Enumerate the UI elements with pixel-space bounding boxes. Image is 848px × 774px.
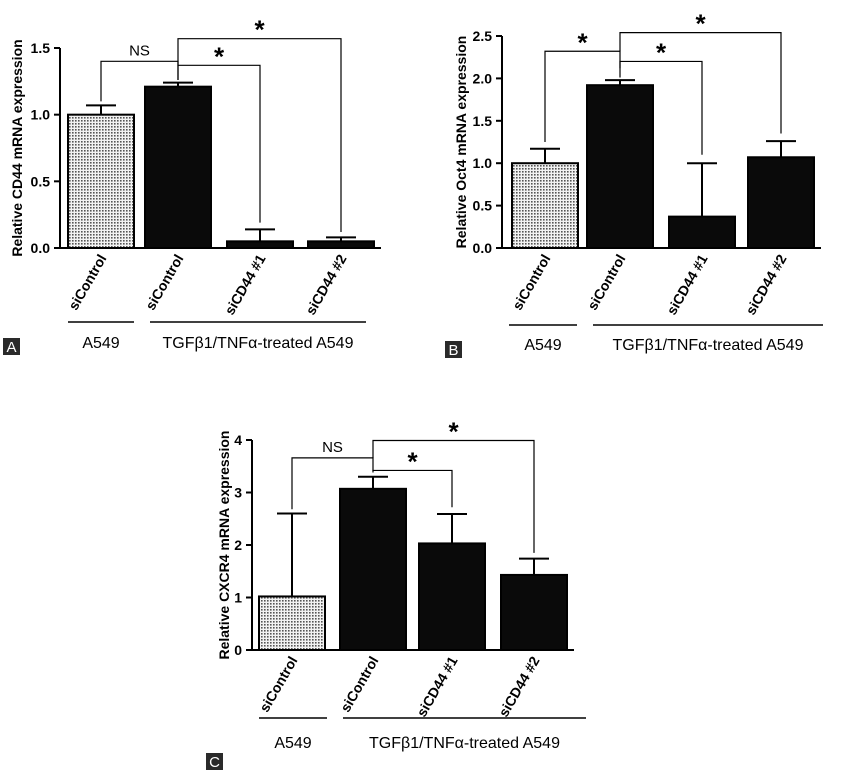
bar [586, 84, 654, 249]
y-tick-label: 1.5 [31, 40, 51, 56]
significance-label: * [577, 27, 588, 57]
significance-label: * [407, 446, 418, 476]
y-tick-label: 0.5 [31, 173, 51, 189]
significance-bracket [177, 38, 342, 232]
panel-label-box [3, 338, 20, 355]
x-tick-label: siCD44 #1 [663, 251, 710, 317]
bar [418, 542, 486, 651]
panel-label: B [448, 342, 458, 359]
y-tick-label: 1 [234, 590, 242, 606]
y-tick-label: 1.0 [31, 107, 51, 123]
group-label: A549 [274, 735, 311, 752]
bar [67, 113, 135, 249]
y-tick-label: 4 [234, 432, 242, 448]
y-tick-label: 0.5 [473, 198, 493, 214]
group-label: TGFβ1/TNFα-treated A549 [163, 335, 354, 352]
y-axis-title: Relative CXCR4 mRNA expression [216, 430, 232, 659]
bar [668, 215, 736, 249]
panel-label-box [445, 341, 462, 358]
bar [226, 240, 294, 249]
x-tick-label: siControl [142, 252, 187, 313]
y-tick-label: 2.0 [473, 70, 493, 86]
bar [747, 156, 815, 250]
significance-bracket [372, 439, 535, 553]
y-tick-label: 2.5 [473, 28, 493, 44]
significance-bracket [619, 60, 703, 155]
panel-label: A [6, 339, 16, 356]
bar [307, 240, 375, 249]
y-tick-label: 2 [234, 537, 242, 553]
group-label: TGFβ1/TNFα-treated A549 [613, 337, 804, 354]
x-tick-label: siControl [256, 654, 301, 715]
bar [258, 595, 326, 652]
group-label: A549 [82, 335, 119, 352]
significance-bracket [177, 64, 261, 223]
x-tick-label: siControl [65, 252, 110, 313]
y-tick-label: 0 [234, 642, 242, 658]
group-label: TGFβ1/TNFα-treated A549 [369, 735, 560, 752]
significance-bracket [372, 469, 453, 508]
significance-label: * [656, 37, 667, 67]
significance-label: * [695, 9, 706, 39]
x-tick-label: siControl [584, 252, 629, 313]
significance-label: NS [322, 439, 343, 456]
chart-panel-a: 0.0 0.5 1.0 1.5 Relative CD44 mRNA expressio… [3, 15, 381, 356]
y-axis-title: Relative Oct4 mRNA expression [453, 36, 469, 249]
x-tick-label: siControl [337, 654, 382, 715]
x-tick-label: siCD44 #2 [495, 653, 542, 719]
y-tick-label: 1.0 [473, 155, 493, 171]
panel-label-box [206, 753, 223, 770]
significance-bracket [291, 457, 374, 510]
y-tick-label: 0.0 [31, 240, 51, 256]
x-tick-label: siControl [509, 252, 554, 313]
panel-label: C [209, 754, 220, 771]
bar [511, 162, 579, 249]
group-label: A549 [524, 337, 561, 354]
y-axis-title: Relative CD44 mRNA expression [9, 39, 25, 256]
y-tick-label: 1.5 [473, 113, 493, 129]
bar [339, 487, 407, 652]
significance-label: * [448, 417, 459, 447]
significance-label: * [254, 15, 265, 45]
y-tick-label: 3 [234, 485, 242, 501]
significance-label: NS [129, 42, 150, 59]
significance-label: * [214, 41, 225, 71]
significance-bracket [619, 32, 782, 134]
x-tick-label: siCD44 #2 [742, 251, 789, 317]
x-tick-label: siCD44 #1 [413, 653, 460, 719]
x-tick-label: siCD44 #1 [221, 251, 268, 317]
x-tick-label: siCD44 #2 [302, 251, 349, 317]
bar [500, 573, 568, 651]
y-tick-label: 0.0 [473, 240, 493, 256]
bar [144, 85, 212, 249]
